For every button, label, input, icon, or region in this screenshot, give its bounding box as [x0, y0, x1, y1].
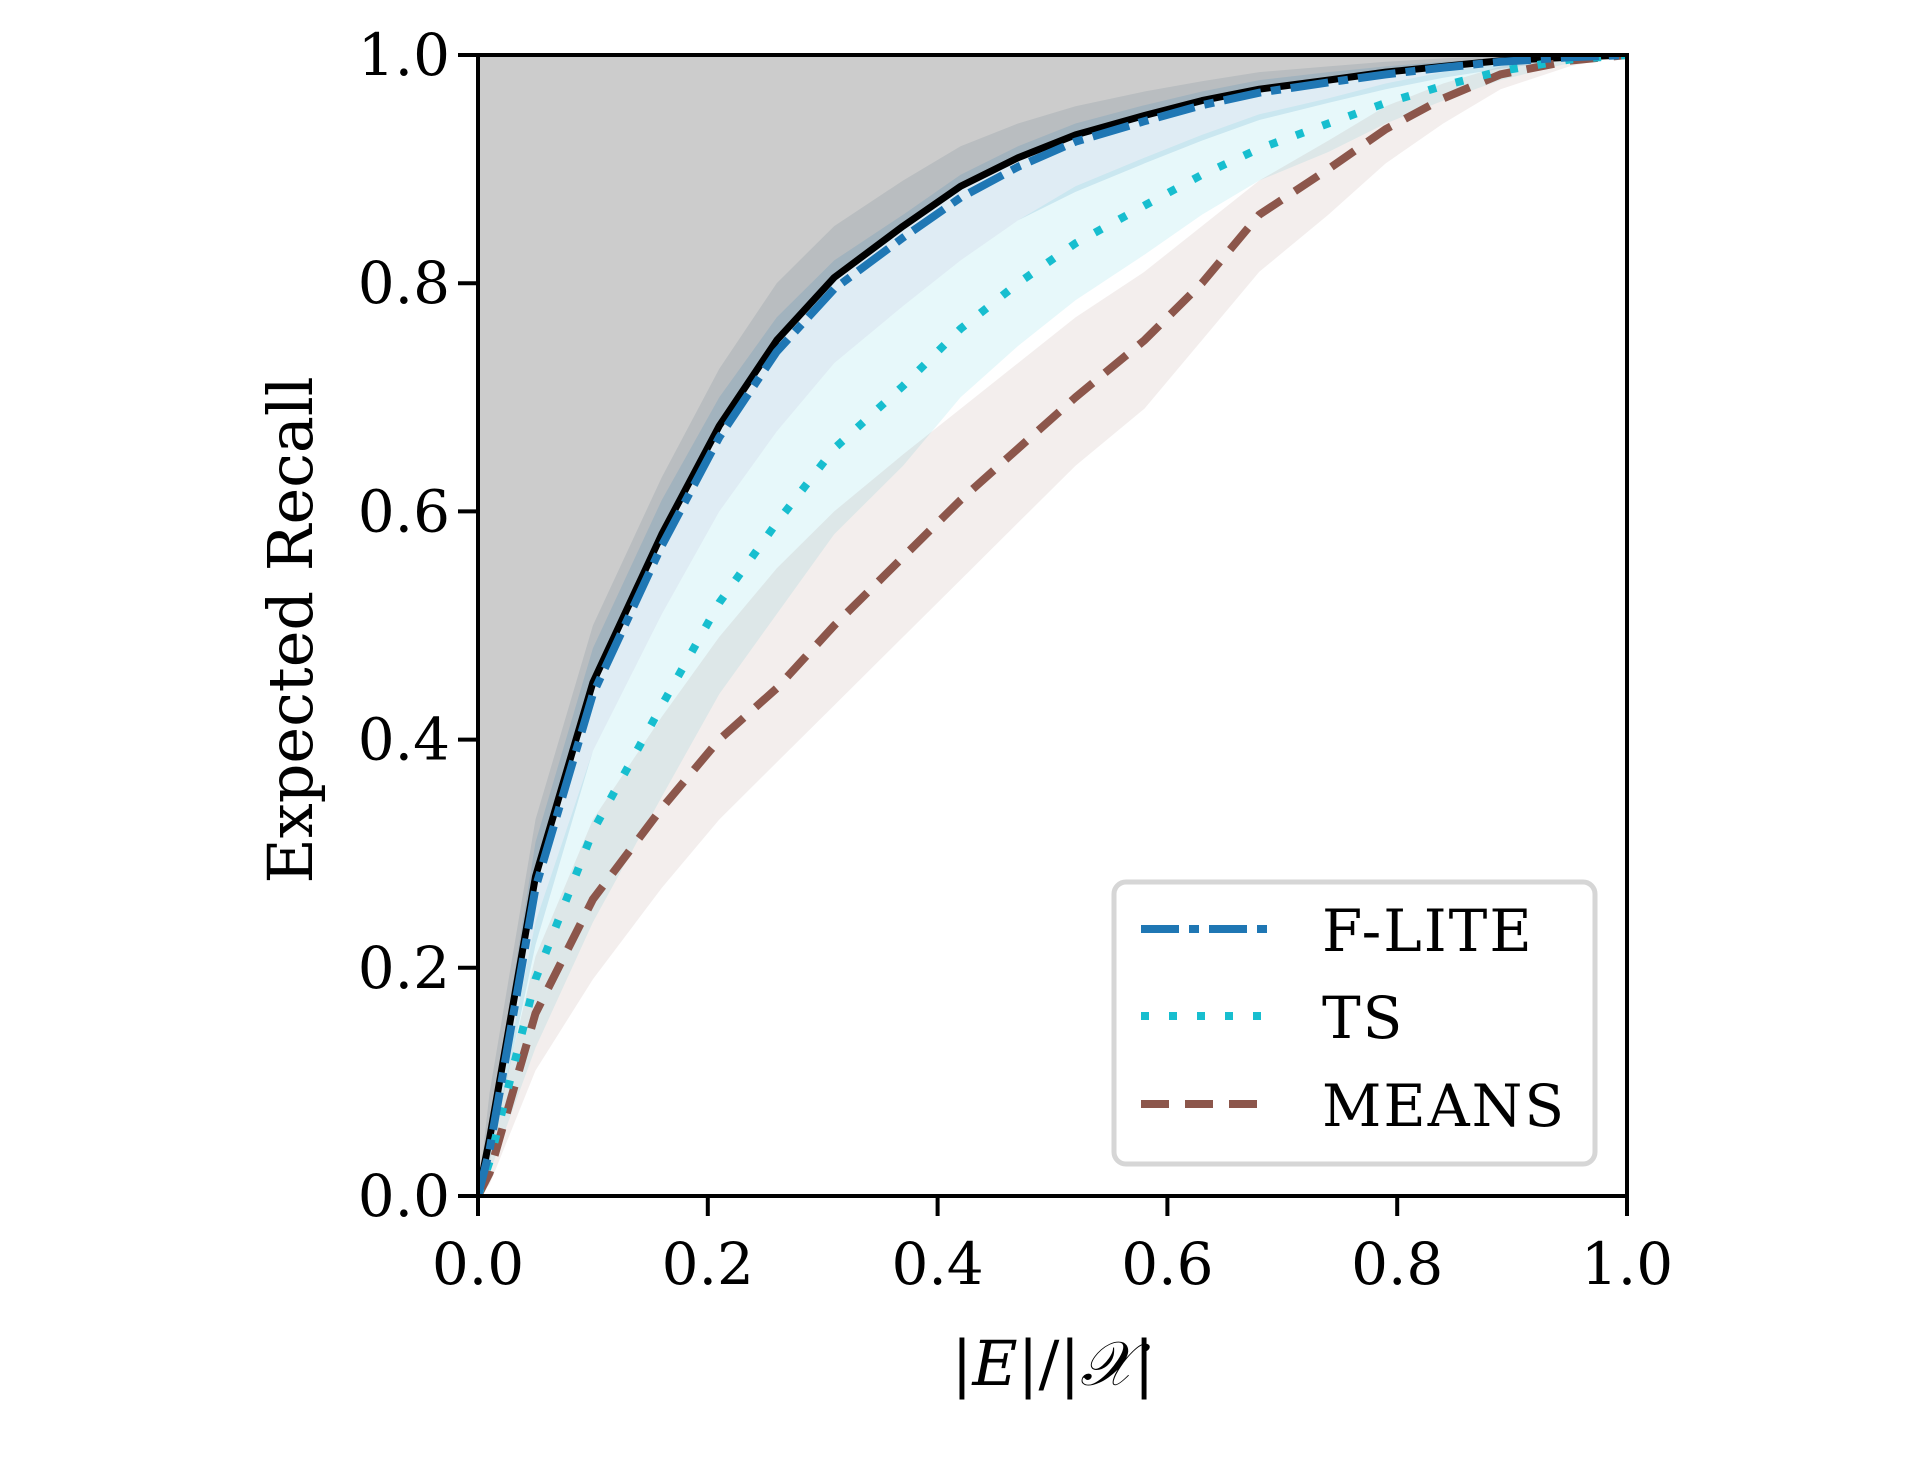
plot-area	[478, 55, 1627, 1196]
line-optimal	[478, 55, 1627, 1196]
legend-label-means: MEANS	[1322, 1072, 1566, 1140]
x-tick-label: 1.0	[1581, 1230, 1673, 1298]
line-means	[478, 55, 1627, 1196]
y-tick-label: 0.4	[358, 706, 450, 774]
x-tick-label: 0.0	[432, 1230, 524, 1298]
legend: F-LITE TS MEANS	[1111, 879, 1598, 1167]
x-tick-label: 0.6	[1121, 1230, 1213, 1298]
y-axis-label: Expected Recall	[254, 376, 327, 883]
x-tick-label: 0.2	[662, 1230, 754, 1298]
y-tick-label: 1.0	[358, 21, 450, 89]
y-tick-label: 0.8	[358, 249, 450, 317]
x-tick-label: 0.4	[891, 1230, 983, 1298]
legend-label-ts: TS	[1322, 984, 1404, 1052]
optimal-band	[478, 55, 1627, 1196]
legend-box	[1111, 879, 1598, 1167]
y-tick-label: 0.0	[358, 1162, 450, 1230]
series-lines	[478, 55, 1627, 1196]
legend-label-f-lite: F-LITE	[1322, 897, 1534, 965]
line-f-lite	[478, 55, 1627, 1196]
x-tick-label: 0.8	[1351, 1230, 1443, 1298]
y-axis: 0.0 0.2 0.4 0.6 0.8 1.0	[358, 21, 478, 1230]
axes-frame	[476, 53, 1629, 1198]
y-tick-label: 0.6	[358, 477, 450, 545]
x-axis: 0.0 0.2 0.4 0.6 0.8 1.0	[432, 1196, 1673, 1298]
x-axis-label: |E|/|𝒳|	[951, 1327, 1154, 1400]
band-f-lite	[478, 55, 1627, 1196]
y-tick-label: 0.2	[358, 934, 450, 1002]
